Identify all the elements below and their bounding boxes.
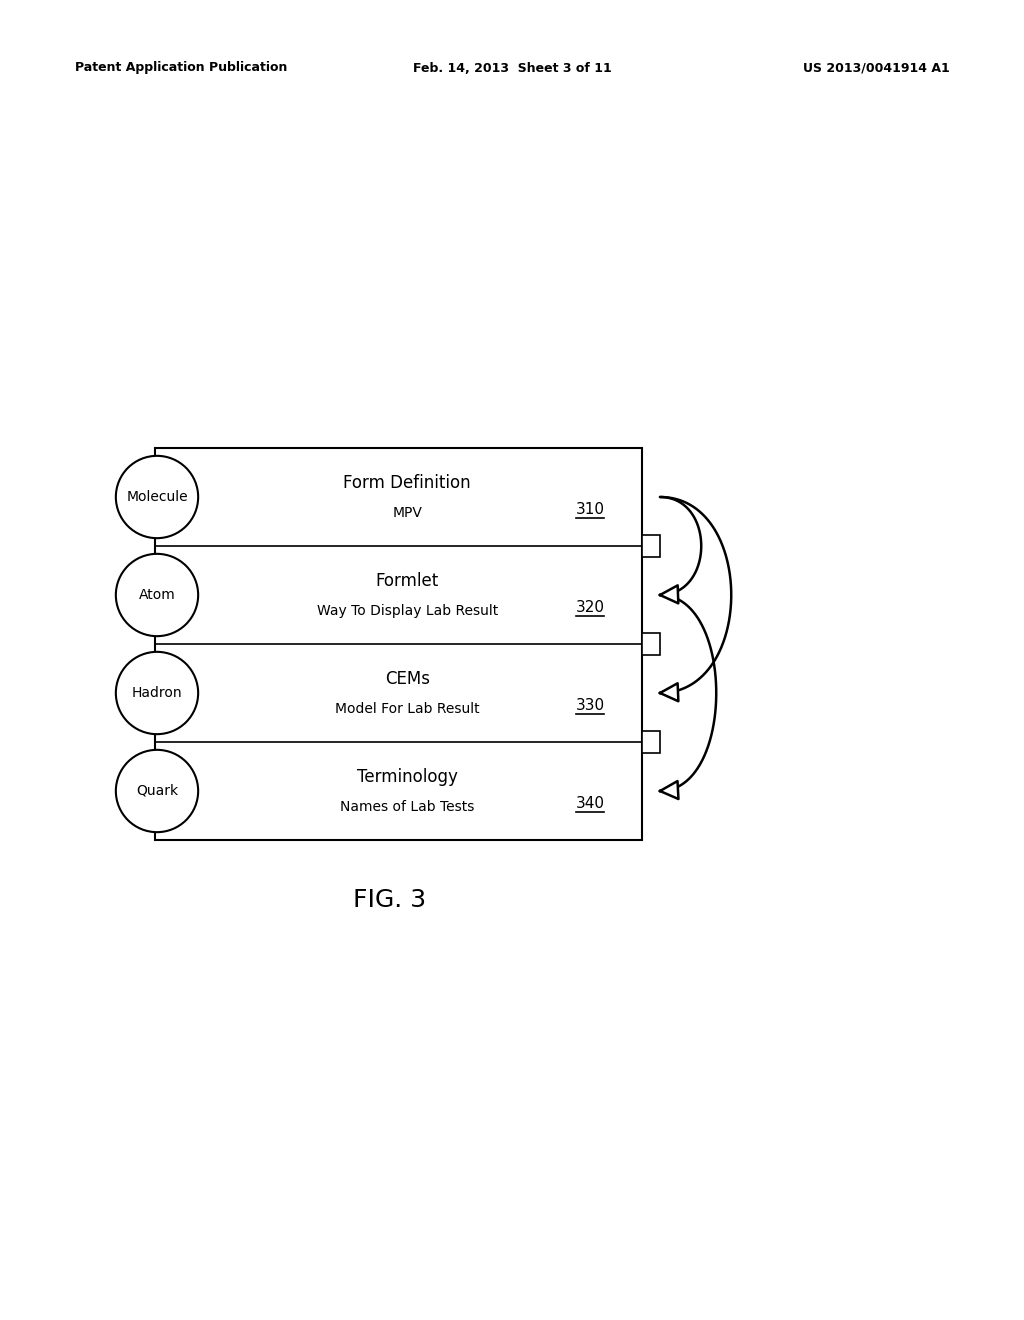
Text: Hadron: Hadron [132,686,182,700]
Text: Terminology: Terminology [357,768,458,785]
Text: US 2013/0041914 A1: US 2013/0041914 A1 [803,62,950,74]
Text: MPV: MPV [392,506,422,520]
Ellipse shape [116,750,199,832]
Text: Patent Application Publication: Patent Application Publication [75,62,288,74]
Text: 320: 320 [575,599,604,615]
Bar [155,447,642,840]
Text: Names of Lab Tests: Names of Lab Tests [340,800,474,814]
Bar [642,535,660,557]
Ellipse shape [116,455,199,539]
Text: FIG. 3: FIG. 3 [353,888,427,912]
Ellipse shape [116,652,199,734]
Text: Feb. 14, 2013  Sheet 3 of 11: Feb. 14, 2013 Sheet 3 of 11 [413,62,611,74]
Polygon shape [660,585,678,603]
Text: Formlet: Formlet [376,572,439,590]
Text: 340: 340 [575,796,604,810]
Text: Form Definition: Form Definition [343,474,471,492]
Polygon shape [660,781,679,799]
Bar [642,731,660,752]
Polygon shape [660,684,678,701]
Ellipse shape [116,554,199,636]
Text: Molecule: Molecule [126,490,187,504]
Text: Atom: Atom [138,587,175,602]
Text: 310: 310 [575,502,604,516]
Text: Way To Display Lab Result: Way To Display Lab Result [316,605,498,618]
Text: Quark: Quark [136,784,178,799]
Text: CEMs: CEMs [385,671,430,688]
Text: Model For Lab Result: Model For Lab Result [335,702,479,715]
Bar [642,634,660,655]
Text: 330: 330 [575,697,604,713]
